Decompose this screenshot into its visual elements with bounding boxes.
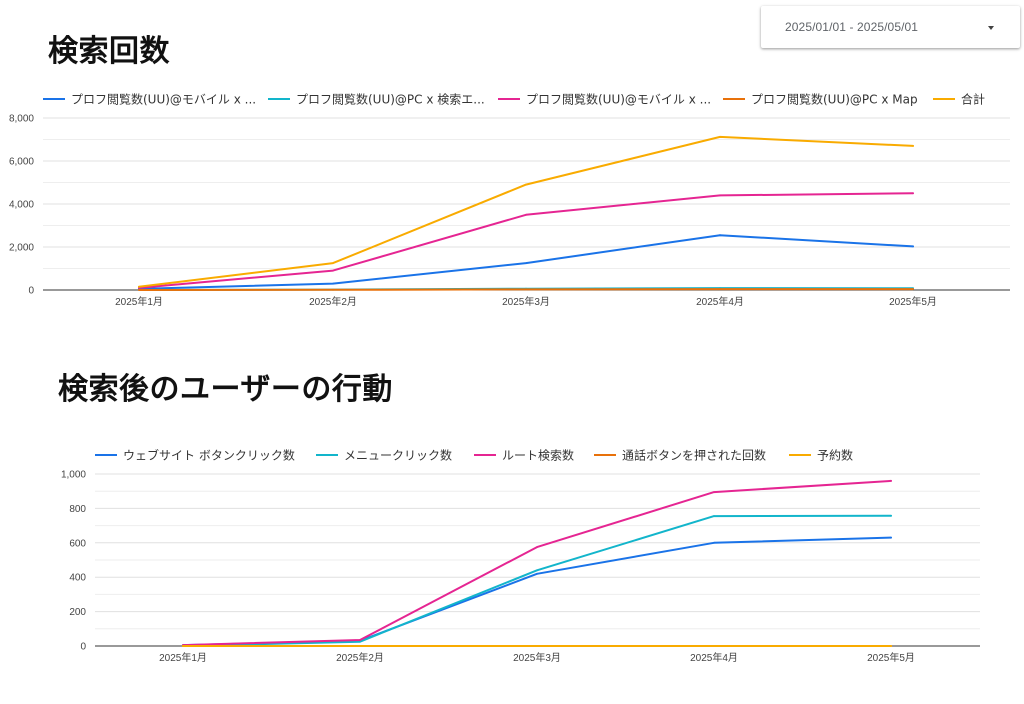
x-tick-label: 2025年4月 xyxy=(690,651,738,664)
y-tick-label: 0 xyxy=(28,286,34,297)
date-range-picker[interactable]: 2025/01/01 - 2025/05/01 xyxy=(761,6,1020,48)
data-point xyxy=(332,269,334,272)
x-tick-label: 2025年2月 xyxy=(336,651,384,664)
data-point xyxy=(332,262,334,264)
data-point xyxy=(912,288,914,290)
data-point xyxy=(713,515,715,517)
data-point xyxy=(525,183,527,186)
x-tick-label: 2025年5月 xyxy=(889,295,937,308)
data-point xyxy=(713,645,715,647)
data-point xyxy=(719,234,721,237)
data-point xyxy=(719,288,721,290)
legend-label: プロフ閲覧数(UU)@モバイル x ... xyxy=(71,92,256,107)
data-point xyxy=(536,572,538,575)
data-point xyxy=(713,491,715,493)
x-tick-label: 2025年3月 xyxy=(513,651,561,664)
data-point xyxy=(359,640,361,643)
x-tick-label: 2025年1月 xyxy=(115,295,163,308)
date-range-label: 2025/01/01 - 2025/05/01 xyxy=(785,20,919,34)
data-point xyxy=(912,245,914,248)
data-point xyxy=(912,145,914,147)
y-tick-label: 600 xyxy=(69,538,86,549)
legend-label: 通話ボタンを押された回数 xyxy=(622,448,766,463)
data-point xyxy=(525,262,527,264)
data-point xyxy=(890,536,892,539)
data-point xyxy=(890,480,892,482)
y-tick-label: 200 xyxy=(69,607,86,618)
data-point xyxy=(890,645,892,647)
y-tick-label: 400 xyxy=(69,573,86,584)
series-line-1 xyxy=(182,514,892,647)
series-line-2 xyxy=(182,479,892,647)
data-point xyxy=(332,288,334,291)
y-tick-label: 6,000 xyxy=(9,157,34,168)
x-tick-label: 2025年5月 xyxy=(867,651,915,664)
legend-label: 合計 xyxy=(961,92,985,107)
y-tick-label: 4,000 xyxy=(9,200,34,211)
legend-label: プロフ閲覧数(UU)@PC x 検索エ... xyxy=(296,92,485,107)
data-point xyxy=(536,569,538,572)
caret-down-icon[interactable] xyxy=(988,26,994,30)
x-tick-label: 2025年3月 xyxy=(502,295,550,308)
data-point xyxy=(536,645,538,647)
y-tick-label: 0 xyxy=(80,642,86,653)
data-point xyxy=(912,192,914,195)
data-point xyxy=(332,282,334,285)
x-tick-label: 2025年2月 xyxy=(309,295,357,308)
data-point xyxy=(138,289,140,291)
legend-label: ルート検索数 xyxy=(502,448,574,463)
legend-label: プロフ閲覧数(UU)@PC x Map xyxy=(751,92,918,107)
x-tick-label: 2025年1月 xyxy=(159,651,207,664)
legend-label: ウェブサイト ボタンクリック数 xyxy=(123,448,295,463)
data-point xyxy=(138,285,140,288)
data-point xyxy=(713,541,715,544)
data-point xyxy=(525,213,527,216)
data-point xyxy=(719,194,721,197)
data-point xyxy=(359,645,361,647)
y-tick-label: 1,000 xyxy=(61,470,86,481)
legend-label: プロフ閲覧数(UU)@モバイル x ... xyxy=(526,92,711,107)
data-point xyxy=(525,288,527,291)
data-point xyxy=(536,546,538,548)
data-point xyxy=(719,136,721,138)
y-tick-label: 2,000 xyxy=(9,243,34,254)
post-search-behavior-title: 検索後のユーザーの行動 xyxy=(58,372,393,407)
data-point xyxy=(890,514,892,517)
y-tick-label: 8,000 xyxy=(9,114,34,125)
x-tick-label: 2025年4月 xyxy=(696,295,744,308)
data-point xyxy=(359,639,361,641)
data-point xyxy=(182,645,184,647)
y-tick-label: 800 xyxy=(69,504,86,515)
search-count-title: 検索回数 xyxy=(48,34,170,69)
legend-label: メニュークリック数 xyxy=(344,448,452,463)
legend-label: 予約数 xyxy=(817,448,853,463)
search-count-chart: 0 2,000 4,000 6,000 8,000 2025年1月 2025年2月 2025年… xyxy=(9,92,1010,308)
